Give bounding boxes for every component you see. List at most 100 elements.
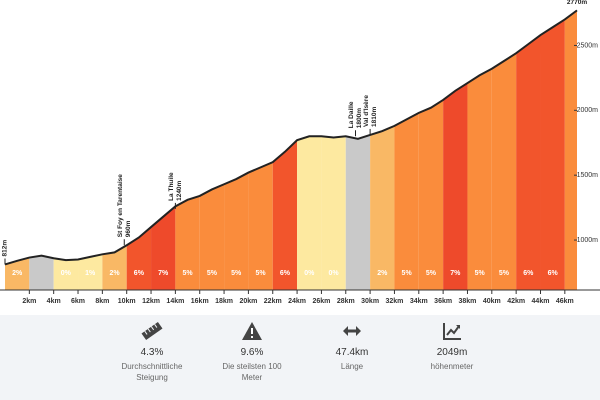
- grade-label: 6%: [134, 270, 145, 277]
- grade-segment: [418, 99, 444, 290]
- grade-segment: [78, 254, 103, 290]
- stat-label: Die steilsten 100 Meter: [222, 362, 282, 382]
- grade-label: 1%: [85, 270, 96, 277]
- chart-icon: [443, 323, 461, 340]
- x-tick-label: 14km: [166, 298, 184, 305]
- annotation-label: La Daille: [348, 101, 355, 128]
- grade-segment: [102, 245, 127, 290]
- x-tick-label: 10km: [118, 298, 136, 305]
- grade-segment: [345, 134, 371, 290]
- grade-segment: [199, 184, 225, 290]
- x-tick-label: 22km: [264, 298, 282, 305]
- stat: 9.6% Die steilsten 100 Meter: [202, 321, 302, 383]
- grade-segment: [467, 68, 492, 290]
- grade-segment: [370, 125, 395, 290]
- grade-label: 2%: [377, 270, 388, 277]
- x-tick-label: 6km: [71, 298, 85, 305]
- x-tick-label: 28km: [337, 298, 355, 305]
- stat-value: 4.3%: [140, 347, 164, 358]
- grade-segment: [224, 172, 249, 290]
- annotation-value: 1800m: [356, 108, 363, 128]
- grade-segment: [564, 10, 577, 291]
- x-tick-label: 30km: [361, 298, 379, 305]
- grade-label: 5%: [207, 270, 218, 277]
- grade-label: 5%: [426, 270, 437, 277]
- x-tick-label: 12km: [142, 298, 160, 305]
- grade-label: 2%: [12, 270, 23, 277]
- grade-segment: [491, 53, 517, 291]
- x-tick-label: 8km: [95, 298, 109, 305]
- grade-segment: [126, 227, 152, 290]
- stat: 2049m höhenmeter: [402, 321, 502, 372]
- grade-segment: [321, 136, 346, 290]
- x-tick-label: 4km: [47, 298, 61, 305]
- stat-label: Durchschnittliche Steigung: [121, 362, 183, 382]
- y-tick-label: 2000m: [577, 107, 599, 114]
- ruler-icon: [141, 321, 163, 341]
- grade-label: 5%: [256, 270, 267, 277]
- grade-segment: [53, 258, 79, 290]
- stat: 47.4km Länge: [302, 321, 402, 372]
- stat-label: Länge: [340, 362, 364, 371]
- grade-segment: [540, 19, 565, 291]
- annotation-label: La Thuile: [168, 172, 175, 201]
- grade-label: 0%: [304, 270, 315, 277]
- grade-label: 2%: [109, 270, 120, 277]
- grade-label: 6%: [548, 270, 559, 277]
- grade-segment: [248, 162, 273, 290]
- annotation-value: 812m: [2, 240, 9, 257]
- grade-label: 0%: [61, 270, 72, 277]
- x-tick-label: 46km: [556, 298, 574, 305]
- x-tick-label: 16km: [191, 298, 209, 305]
- x-tick-label: 26km: [312, 298, 330, 305]
- annotation-value: 2770m: [567, 0, 587, 6]
- grade-label: 6%: [280, 270, 291, 277]
- x-tick-label: 2km: [22, 298, 36, 305]
- annotation-value: 1240m: [176, 180, 183, 200]
- annotation-value: 1810m: [371, 106, 378, 126]
- stat: 4.3% Durchschnittliche Steigung: [102, 321, 202, 383]
- x-tick-label: 38km: [459, 298, 477, 305]
- grade-segment: [29, 255, 54, 290]
- grade-segment: [443, 83, 468, 290]
- x-tick-label: 34km: [410, 298, 428, 305]
- grade-label: 5%: [475, 270, 486, 277]
- stats-panel: 4.3% Durchschnittliche Steigung 9.6% Die…: [0, 315, 600, 400]
- length-icon: [343, 326, 361, 336]
- y-tick-label: 1500m: [577, 172, 599, 179]
- x-tick-label: 20km: [239, 298, 257, 305]
- grade-segment: [175, 195, 200, 290]
- grade-label: 5%: [231, 270, 242, 277]
- annotation-value: 960m: [125, 220, 132, 237]
- stat-label: höhenmeter: [430, 362, 474, 371]
- grade-segment: [394, 112, 419, 291]
- grade-label: 0%: [329, 270, 340, 277]
- annotation-label: St Foy en Tarentaise: [117, 174, 124, 237]
- grade-segment: [297, 136, 322, 290]
- y-tick-label: 2500m: [577, 42, 599, 49]
- x-tick-label: 32km: [385, 298, 403, 305]
- x-tick-label: 44km: [532, 298, 550, 305]
- y-tick-label: 1000m: [577, 237, 599, 244]
- grade-label: 6%: [523, 270, 534, 277]
- grade-label: 5%: [402, 270, 413, 277]
- chart: 2% 0% 1% 2% 6% 7% 5% 5% 5% 5% 6% 0% 0% 2% 5% 5% 7% 5% 5% 6%…: [0, 0, 600, 305]
- grade-segment: [516, 35, 541, 291]
- x-tick-label: 24km: [288, 298, 306, 305]
- grade-segment: [5, 257, 30, 290]
- x-tick-label: 40km: [483, 298, 501, 305]
- grade-label: 7%: [450, 270, 461, 277]
- grade-label: 7%: [158, 270, 169, 277]
- grade-segment: [272, 140, 298, 290]
- stat-value: 2049m: [436, 347, 468, 358]
- stat-value: 47.4km: [335, 347, 369, 358]
- grade-label: 5%: [499, 270, 510, 277]
- stat-value: 9.6%: [240, 347, 264, 358]
- annotation-label: Val d'Isère: [363, 95, 370, 127]
- warning-icon: [242, 322, 262, 340]
- x-tick-label: 18km: [215, 298, 233, 305]
- grade-segment: [151, 206, 176, 290]
- profile-line: [4, 9, 578, 266]
- grade-label: 5%: [182, 270, 193, 277]
